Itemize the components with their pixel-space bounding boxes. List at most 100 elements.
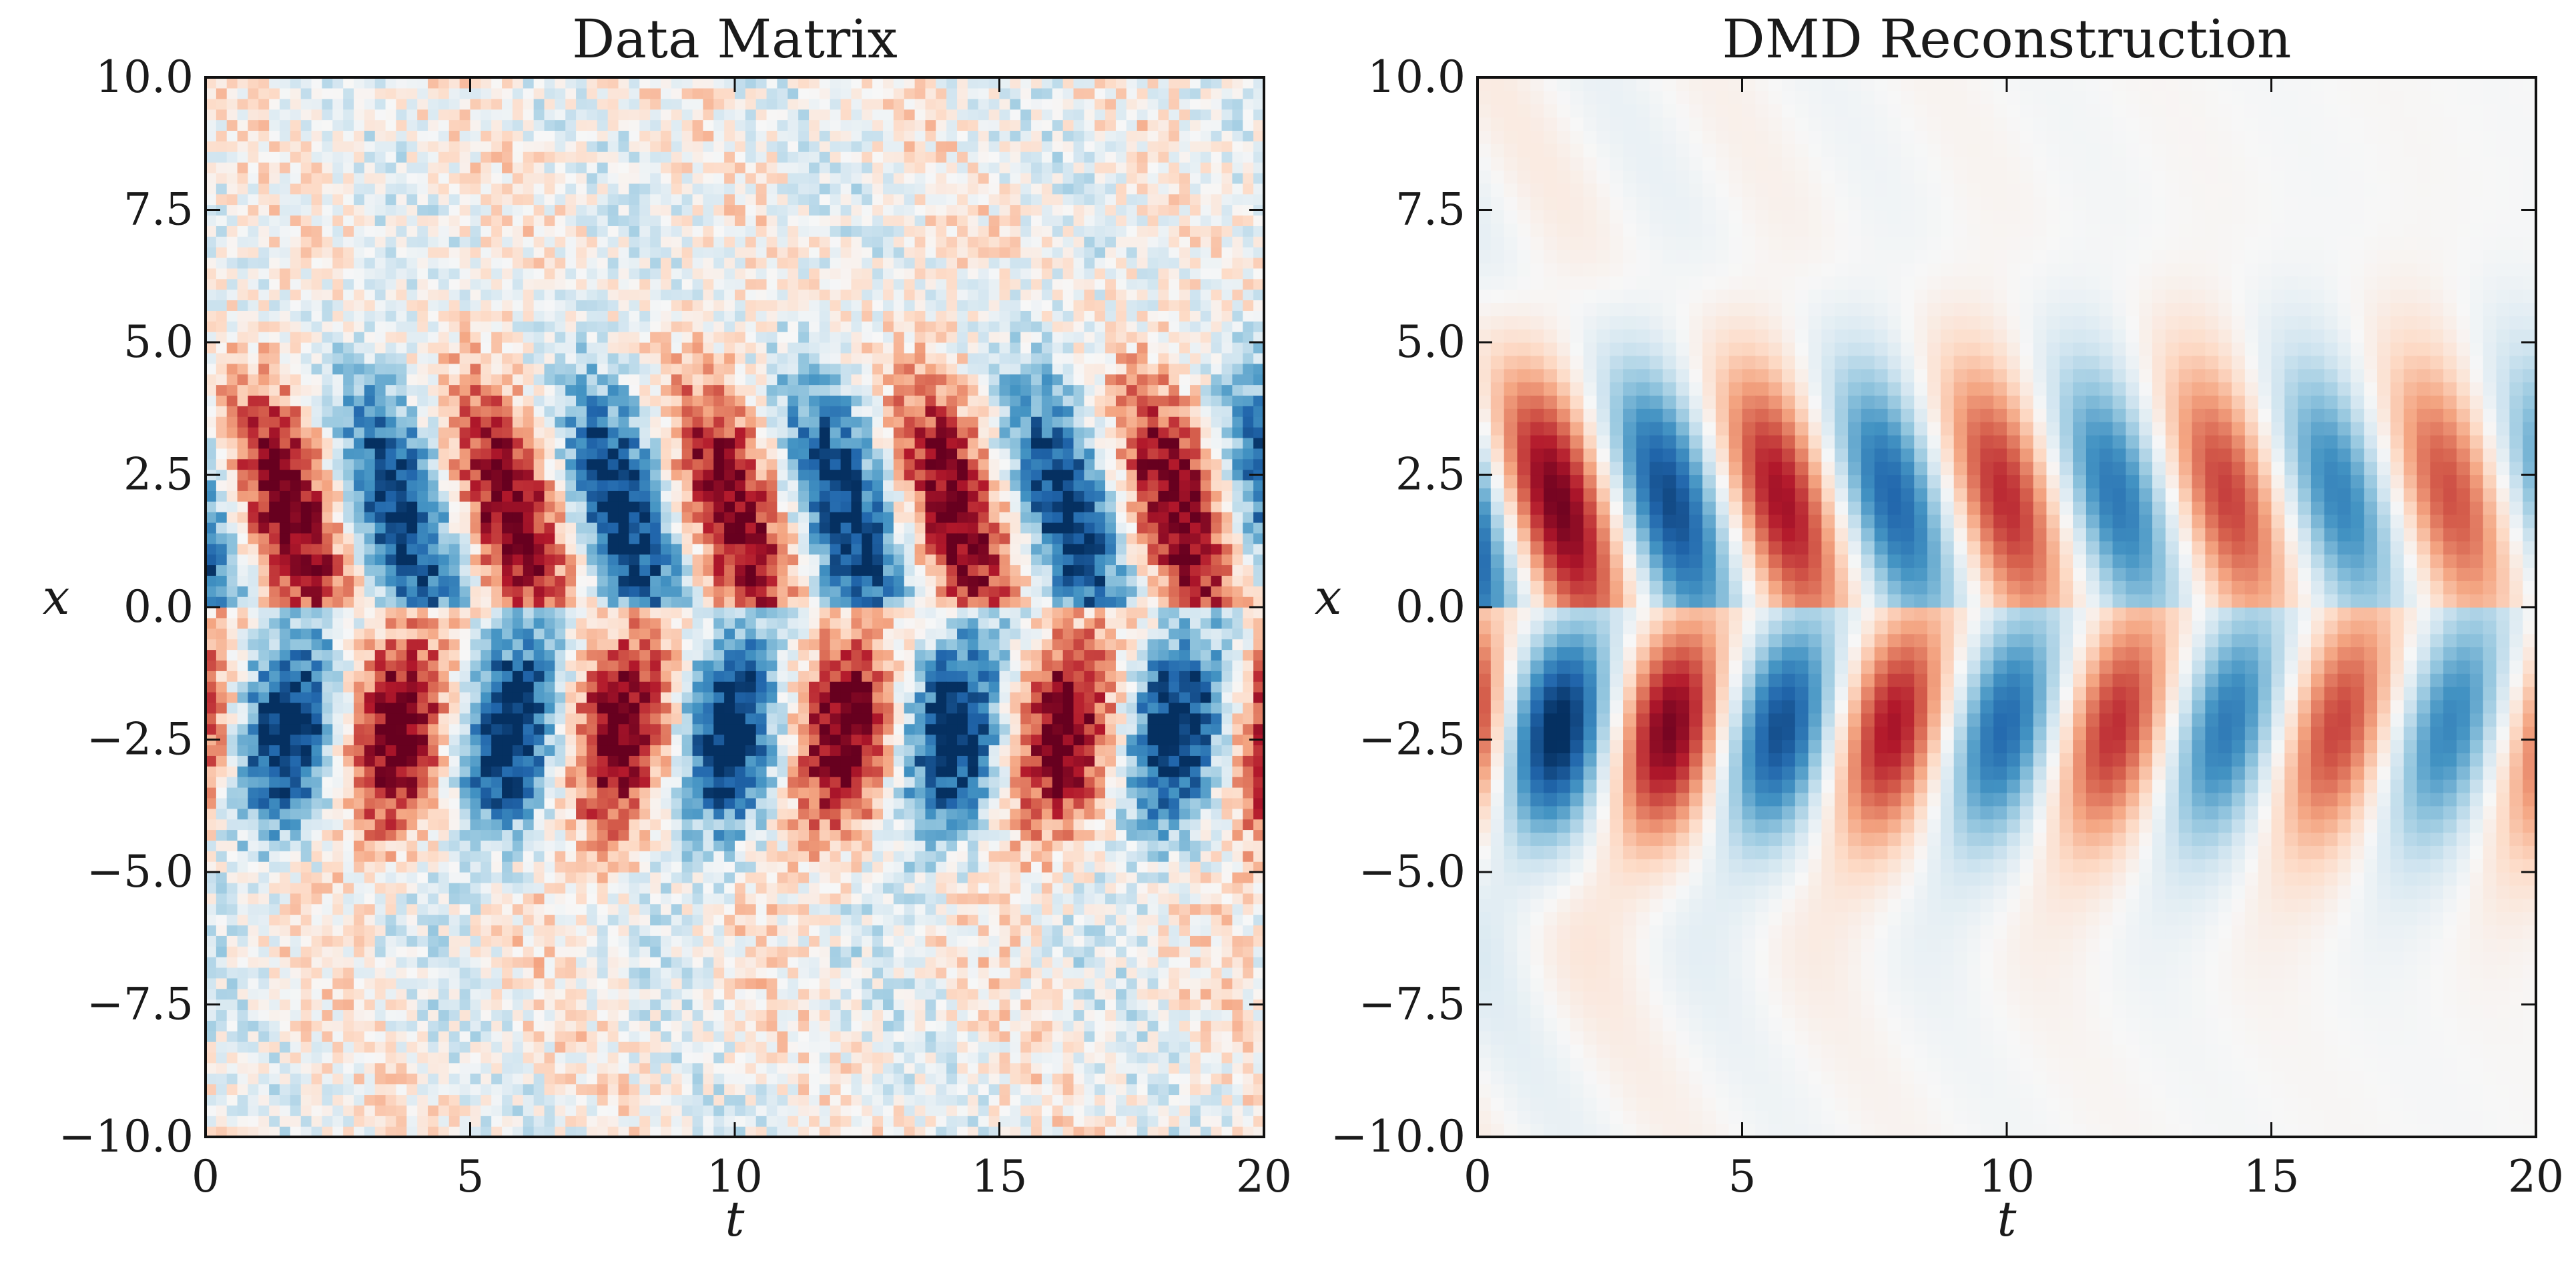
- heatmap-cell: [544, 236, 555, 248]
- heatmap-cell: [280, 967, 291, 979]
- heatmap-cell: [226, 671, 238, 682]
- heatmap-cell: [459, 119, 471, 131]
- heatmap-cell: [206, 882, 217, 894]
- heatmap-cell: [607, 257, 619, 269]
- heatmap-cell: [681, 787, 693, 799]
- heatmap-cell: [523, 363, 535, 375]
- heatmap-cell: [438, 946, 450, 957]
- heatmap-cell: [396, 1009, 407, 1021]
- heatmap-cell: [459, 671, 471, 682]
- heatmap-cell: [533, 861, 545, 873]
- heatmap-cell: [374, 310, 386, 322]
- heatmap-cell: [311, 183, 323, 195]
- heatmap-cell: [660, 1105, 672, 1116]
- heatmap-cell: [491, 882, 503, 894]
- heatmap-cell: [555, 723, 566, 735]
- heatmap-cell: [512, 734, 524, 746]
- heatmap-cell: [660, 215, 672, 226]
- heatmap-cell: [586, 427, 598, 438]
- heatmap-cell: [206, 77, 217, 89]
- heatmap-cell: [374, 395, 386, 406]
- heatmap-cell: [713, 681, 725, 693]
- heatmap-cell: [576, 215, 587, 226]
- heatmap-cell: [237, 1126, 249, 1137]
- heatmap-cell: [512, 702, 524, 714]
- heatmap-cell: [354, 522, 365, 534]
- heatmap-cell: [713, 575, 725, 586]
- heatmap-cell: [216, 289, 228, 301]
- heatmap-cell: [533, 777, 545, 788]
- heatmap-cell: [396, 851, 407, 862]
- heatmap-cell: [374, 713, 386, 725]
- heatmap-cell: [512, 723, 524, 735]
- heatmap-cell: [681, 1020, 693, 1031]
- heatmap-cell: [639, 77, 651, 89]
- heatmap-cell: [724, 967, 735, 979]
- heatmap-cell: [300, 777, 312, 788]
- heatmap-cell: [237, 77, 249, 89]
- heatmap-cell: [226, 77, 238, 89]
- heatmap-cell: [269, 1116, 280, 1127]
- heatmap-cell: [311, 490, 323, 502]
- heatmap-cell: [491, 289, 503, 301]
- heatmap-cell: [417, 1051, 428, 1064]
- heatmap-cell: [692, 819, 704, 831]
- heatmap-cell: [681, 77, 693, 89]
- heatmap-cell: [428, 999, 439, 1011]
- heatmap-cell: [448, 639, 460, 651]
- heatmap-cell: [512, 564, 524, 576]
- heatmap-cell: [258, 777, 270, 788]
- heatmap-cell: [629, 512, 640, 523]
- heatmap-cell: [555, 829, 566, 841]
- heatmap-cell: [290, 797, 302, 809]
- heatmap-cell: [650, 797, 661, 809]
- heatmap-cell: [226, 141, 238, 152]
- heatmap-cell: [322, 1116, 333, 1127]
- heatmap-cell: [290, 321, 302, 332]
- heatmap-cell: [555, 300, 566, 311]
- heatmap-cell: [417, 247, 428, 258]
- heatmap-cell: [237, 522, 249, 534]
- heatmap-cell: [406, 193, 418, 205]
- heatmap-cell: [237, 755, 249, 767]
- heatmap-cell: [597, 321, 609, 332]
- heatmap-cell: [269, 1084, 280, 1096]
- heatmap-cell: [322, 342, 333, 354]
- heatmap-cell: [448, 172, 460, 184]
- heatmap-cell: [629, 903, 640, 915]
- heatmap-cell: [438, 903, 450, 915]
- heatmap-cell: [417, 840, 428, 851]
- heatmap-cell: [692, 893, 704, 905]
- heatmap-cell: [354, 321, 365, 332]
- heatmap-cell: [300, 151, 312, 163]
- heatmap-cell: [343, 755, 354, 767]
- heatmap-cell: [480, 1094, 492, 1106]
- heatmap-cell: [660, 352, 672, 364]
- heatmap-cell: [417, 829, 428, 841]
- heatmap-cell: [322, 586, 333, 597]
- heatmap-cell: [724, 872, 735, 883]
- heatmap-cell: [396, 1051, 407, 1064]
- heatmap-cell: [290, 1051, 302, 1064]
- heatmap-cell: [385, 628, 397, 640]
- heatmap-cell: [417, 617, 428, 629]
- heatmap-cell: [459, 734, 471, 746]
- heatmap-cell: [417, 596, 428, 608]
- heatmap-cell: [248, 130, 259, 141]
- heatmap-cell: [512, 840, 524, 851]
- heatmap-cell: [629, 532, 640, 544]
- heatmap-cell: [428, 617, 439, 629]
- heatmap-cell: [713, 480, 725, 491]
- heatmap-cell: [448, 882, 460, 894]
- heatmap-cell: [470, 586, 481, 597]
- heatmap-cell: [322, 374, 333, 386]
- heatmap-cell: [354, 151, 365, 163]
- heatmap-cell: [629, 914, 640, 925]
- heatmap-cell: [364, 1062, 376, 1074]
- heatmap-cell: [258, 289, 270, 301]
- heatmap-cell: [428, 819, 439, 831]
- heatmap-cell: [491, 999, 503, 1011]
- heatmap-cell: [523, 660, 535, 671]
- heatmap-cell: [332, 819, 344, 831]
- heatmap-cell: [269, 437, 280, 449]
